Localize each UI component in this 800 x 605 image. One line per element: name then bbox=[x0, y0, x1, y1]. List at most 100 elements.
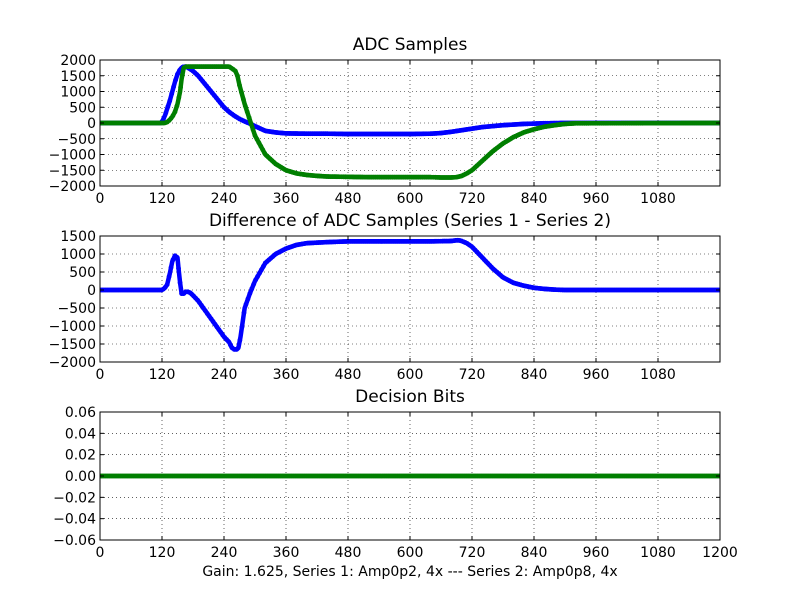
data-point bbox=[245, 296, 251, 302]
x-tick-label: 960 bbox=[583, 191, 610, 207]
plot-area bbox=[100, 236, 720, 362]
data-point bbox=[173, 77, 178, 83]
x-tick-label: 360 bbox=[273, 191, 300, 207]
y-tick-label: 500 bbox=[69, 100, 96, 116]
x-tick-label: 240 bbox=[211, 545, 238, 561]
data-point bbox=[169, 91, 175, 97]
y-tick-label: 1500 bbox=[60, 69, 96, 85]
y-tick-label: 500 bbox=[69, 265, 96, 281]
y-tick-label: −0.02 bbox=[53, 490, 96, 506]
data-point bbox=[172, 109, 178, 115]
data-point bbox=[242, 103, 248, 109]
chart-panel-3: 0 120 240 360 480 600 720 840 960 1080 1200 −0.06 −0… bbox=[53, 387, 738, 580]
x-tick-label: 840 bbox=[521, 191, 548, 207]
x-tick-label: 0 bbox=[96, 191, 105, 207]
chart-panel-2: 0 120 240 360 480 600 720 840 960 1080 −2000 −1500 −… bbox=[49, 211, 721, 383]
chart-panel-1: 0 120 240 360 480 600 720 840 960 1080−2000−1500−… bbox=[49, 35, 721, 207]
data-point bbox=[243, 302, 249, 307]
y-tick-label: −2000 bbox=[49, 179, 96, 195]
y-tick-label: −0.04 bbox=[53, 512, 96, 528]
data-point bbox=[161, 115, 167, 121]
x-tick-label: 720 bbox=[459, 545, 486, 561]
y-tick-label: 0.04 bbox=[65, 426, 96, 442]
series-1 bbox=[100, 473, 720, 479]
data-point bbox=[179, 72, 185, 78]
data-point bbox=[237, 82, 242, 88]
y-tick-label: 0.02 bbox=[65, 448, 96, 464]
x-tick-label: 720 bbox=[459, 367, 486, 383]
data-point bbox=[174, 103, 180, 109]
x-tick-label: 1080 bbox=[640, 191, 676, 207]
data-point bbox=[235, 345, 241, 351]
chart-title: ADC Samples bbox=[353, 35, 468, 55]
chart-title: Difference of ADC Samples (Series 1 - Se… bbox=[209, 211, 611, 231]
data-point bbox=[170, 257, 176, 263]
x-tick-label: 360 bbox=[273, 545, 300, 561]
x-tick-label: 960 bbox=[583, 367, 610, 383]
x-tick-label: 1080 bbox=[640, 545, 676, 561]
data-point bbox=[246, 115, 252, 121]
data-point bbox=[239, 324, 245, 330]
data-point bbox=[166, 274, 172, 279]
y-tick-label: 0.00 bbox=[65, 469, 96, 485]
data-point bbox=[260, 147, 266, 153]
series-group bbox=[100, 64, 720, 180]
data-point bbox=[170, 113, 176, 118]
data-point bbox=[254, 136, 260, 142]
data-point bbox=[232, 68, 238, 74]
data-point bbox=[175, 71, 180, 77]
y-tick-label: 1500 bbox=[60, 229, 96, 245]
y-tick-label: −2000 bbox=[49, 355, 96, 371]
data-point bbox=[176, 95, 182, 101]
x-tick-label: 120 bbox=[149, 191, 176, 207]
data-point bbox=[167, 98, 173, 104]
data-point bbox=[174, 254, 180, 260]
x-tick-label: 360 bbox=[273, 367, 300, 383]
data-point bbox=[258, 143, 264, 149]
data-point bbox=[176, 266, 181, 271]
data-point bbox=[250, 127, 256, 133]
x-tick-label: 600 bbox=[397, 191, 424, 207]
data-point bbox=[244, 109, 250, 115]
chart-title: Decision Bits bbox=[355, 387, 465, 407]
x-tick-label: 480 bbox=[335, 191, 362, 207]
y-tick-label: 0 bbox=[87, 283, 96, 299]
data-point bbox=[252, 133, 258, 139]
y-tick-label: 0.06 bbox=[65, 405, 96, 421]
x-tick-label: 600 bbox=[397, 545, 424, 561]
x-tick-label: 480 bbox=[335, 545, 362, 561]
series-group bbox=[100, 237, 720, 352]
series-2 bbox=[100, 64, 720, 180]
data-point bbox=[248, 121, 254, 127]
data-point bbox=[177, 280, 183, 286]
data-point bbox=[164, 282, 170, 287]
data-point bbox=[235, 73, 240, 79]
y-tick-label: −1000 bbox=[49, 319, 96, 335]
y-tick-label: 1000 bbox=[60, 85, 96, 101]
x-tick-label: 0 bbox=[96, 545, 105, 561]
x-axis-label: Gain: 1.625, Series 1: Amp0p2, 4x --- Se… bbox=[202, 564, 617, 580]
y-tick-label: −1500 bbox=[49, 337, 96, 353]
y-tick-label: 2000 bbox=[60, 53, 96, 69]
data-point bbox=[251, 281, 257, 287]
y-tick-label: 0 bbox=[87, 116, 96, 132]
x-tick-label: 960 bbox=[583, 545, 610, 561]
x-tick-label: 240 bbox=[211, 191, 238, 207]
x-tick-label: 1200 bbox=[702, 545, 738, 561]
x-tick-label: 600 bbox=[397, 367, 424, 383]
data-point bbox=[256, 140, 262, 146]
y-tick-label: −0.06 bbox=[53, 533, 96, 549]
data-point bbox=[178, 84, 184, 90]
data-point bbox=[165, 104, 171, 110]
data-point bbox=[240, 96, 246, 102]
x-tick-label: 120 bbox=[149, 545, 176, 561]
x-tick-label: 720 bbox=[459, 191, 486, 207]
x-tick-label: 240 bbox=[211, 367, 238, 383]
data-point bbox=[247, 291, 253, 296]
y-tick-label: −1500 bbox=[49, 163, 96, 179]
y-tick-label: 1000 bbox=[60, 247, 96, 263]
y-tick-label: −500 bbox=[58, 301, 96, 317]
x-tick-label: 840 bbox=[521, 545, 548, 561]
